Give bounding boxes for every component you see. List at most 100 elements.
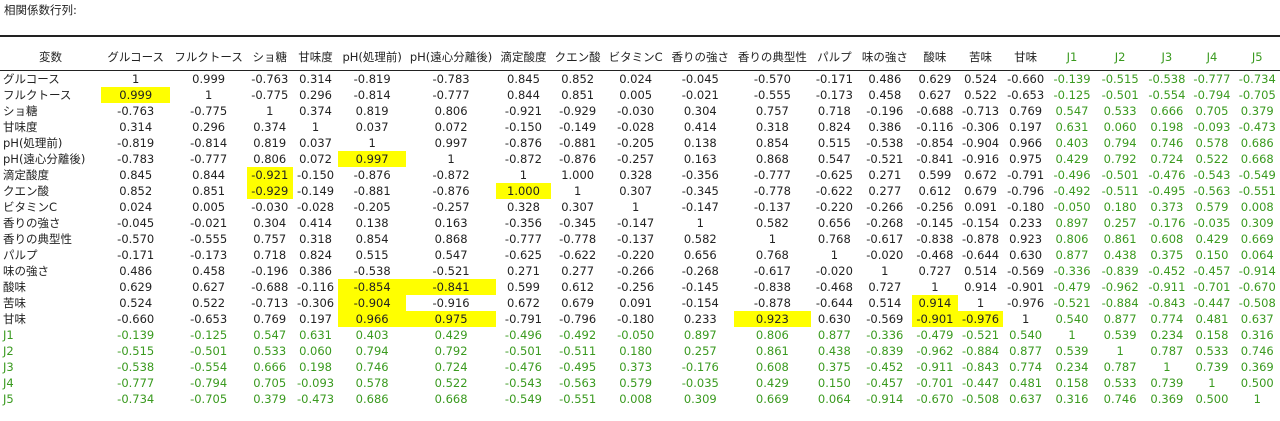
table-cell[interactable]: -0.220: [815, 199, 853, 214]
table-cell[interactable]: 0.608: [1150, 231, 1184, 246]
table-cell[interactable]: -0.145: [681, 279, 719, 294]
table-cell[interactable]: 0.757: [755, 103, 789, 118]
table-cell[interactable]: 1: [830, 247, 839, 262]
table-cell[interactable]: -0.050: [1053, 199, 1091, 214]
table-cell[interactable]: 0.060: [1103, 119, 1137, 134]
table-cell[interactable]: 0.037: [355, 119, 389, 134]
table-cell[interactable]: -0.268: [866, 215, 904, 230]
table-cell[interactable]: -0.884: [1101, 295, 1139, 310]
table-cell[interactable]: 0.631: [299, 327, 332, 342]
table-cell[interactable]: -0.660: [117, 311, 155, 326]
table-cell[interactable]: 1: [1116, 343, 1124, 358]
table-cell[interactable]: -0.617: [753, 263, 791, 278]
table-cell[interactable]: -0.876: [559, 151, 597, 166]
table-cell[interactable]: 0.579: [619, 375, 653, 390]
table-cell[interactable]: -0.468: [815, 279, 853, 294]
table-cell[interactable]: 1: [132, 71, 140, 86]
table-cell[interactable]: 0.197: [299, 311, 332, 326]
table-cell[interactable]: 0.897: [683, 327, 717, 342]
table-cell[interactable]: 0.679: [561, 295, 595, 310]
table-cell[interactable]: -0.878: [962, 231, 1000, 246]
table-cell[interactable]: 0.060: [299, 343, 332, 358]
table-cell[interactable]: 1: [696, 215, 704, 230]
table-cell[interactable]: 0.792: [1103, 151, 1137, 166]
table-cell[interactable]: -0.904: [962, 135, 1000, 150]
table-cell[interactable]: 1: [931, 279, 939, 294]
table-cell[interactable]: 0.486: [119, 263, 153, 278]
table-cell[interactable]: -0.035: [1193, 215, 1231, 230]
table-cell[interactable]: -0.777: [1193, 71, 1231, 86]
table-cell[interactable]: -0.137: [753, 199, 791, 214]
table-cell[interactable]: -0.452: [1148, 263, 1186, 278]
table-cell[interactable]: -0.543: [504, 375, 542, 390]
table-cell[interactable]: -0.763: [117, 103, 155, 118]
table-cell[interactable]: -0.783: [432, 71, 470, 86]
table-cell[interactable]: -0.777: [190, 151, 228, 166]
table-cell[interactable]: 0.524: [964, 71, 998, 86]
table-cell[interactable]: 0.999: [192, 71, 226, 86]
table-cell[interactable]: -0.452: [866, 359, 904, 374]
table-cell[interactable]: -0.257: [617, 151, 655, 166]
table-cell[interactable]: 0.522: [964, 87, 998, 102]
table-cell[interactable]: -0.473: [297, 391, 335, 406]
table-cell[interactable]: -0.173: [815, 87, 853, 102]
table-cell[interactable]: 0.854: [755, 135, 789, 150]
table-cell[interactable]: 0.877: [1055, 247, 1089, 262]
table-cell[interactable]: 1: [768, 231, 777, 246]
table-cell[interactable]: 0.064: [817, 391, 851, 406]
table-cell[interactable]: 0.375: [1150, 247, 1184, 262]
table-cell[interactable]: -0.093: [1193, 119, 1231, 134]
table-cell[interactable]: 0.861: [1103, 231, 1137, 246]
table-cell[interactable]: 0.234: [1055, 359, 1089, 374]
table-cell[interactable]: 0.578: [1195, 135, 1229, 150]
table-cell[interactable]: 0.533: [1195, 343, 1229, 358]
table-cell[interactable]: 0.724: [434, 359, 468, 374]
table-cell[interactable]: 0.386: [299, 263, 332, 278]
table-cell[interactable]: 0.705: [1195, 103, 1229, 118]
table-cell[interactable]: -0.554: [190, 359, 228, 374]
table-cell[interactable]: 0.522: [434, 375, 468, 390]
table-cell[interactable]: -0.447: [1193, 295, 1231, 310]
table-cell[interactable]: 0.158: [1055, 375, 1089, 390]
table-cell[interactable]: -0.688: [916, 103, 954, 118]
table-cell[interactable]: 0.429: [434, 327, 468, 342]
table-cell[interactable]: -0.881: [353, 183, 391, 198]
table-cell[interactable]: -0.916: [962, 151, 1000, 166]
table-cell[interactable]: -0.345: [681, 183, 719, 198]
table-cell[interactable]: -0.268: [681, 263, 719, 278]
table-cell[interactable]: 0.233: [1009, 215, 1043, 230]
table-cell[interactable]: -0.775: [190, 103, 228, 118]
table-cell[interactable]: -0.839: [866, 343, 904, 358]
table-cell[interactable]: 0.373: [1150, 199, 1184, 214]
table-cell[interactable]: -0.976: [1007, 295, 1045, 310]
table-cell[interactable]: 0.008: [1240, 199, 1274, 214]
table-cell[interactable]: 0.612: [918, 183, 952, 198]
table-cell[interactable]: -0.356: [681, 167, 719, 182]
table-cell[interactable]: 0.966: [1009, 135, 1043, 150]
table-cell[interactable]: 0.806: [1055, 231, 1089, 246]
table-cell[interactable]: -0.492: [1053, 183, 1091, 198]
table-cell[interactable]: 0.271: [868, 167, 902, 182]
table-cell[interactable]: 0.705: [253, 375, 287, 390]
table-cell[interactable]: -0.914: [866, 391, 904, 406]
table-cell[interactable]: -0.838: [753, 279, 791, 294]
table-cell[interactable]: 0.868: [755, 151, 789, 166]
table-cell[interactable]: 1.000: [561, 167, 595, 182]
table-cell[interactable]: -0.030: [617, 103, 655, 118]
table-cell[interactable]: 0.438: [1103, 247, 1137, 262]
table-cell[interactable]: -0.794: [1193, 87, 1231, 102]
table-cell[interactable]: 0.627: [918, 87, 952, 102]
table-cell[interactable]: -0.093: [297, 375, 335, 390]
table-cell[interactable]: -0.841: [405, 278, 497, 295]
table-cell[interactable]: -0.839: [1101, 263, 1139, 278]
table-cell[interactable]: 0.309: [1240, 215, 1274, 230]
table-cell[interactable]: -0.150: [297, 167, 335, 182]
table-cell[interactable]: -0.479: [1053, 279, 1091, 294]
table-cell[interactable]: -0.515: [117, 343, 155, 358]
table-cell[interactable]: 0.997: [434, 135, 468, 150]
table-cell[interactable]: 0.679: [964, 183, 998, 198]
table-cell[interactable]: 0.897: [1055, 215, 1089, 230]
table-cell[interactable]: 0.718: [253, 247, 287, 262]
table-cell[interactable]: -0.125: [190, 327, 228, 342]
table-cell[interactable]: 0.163: [434, 215, 468, 230]
